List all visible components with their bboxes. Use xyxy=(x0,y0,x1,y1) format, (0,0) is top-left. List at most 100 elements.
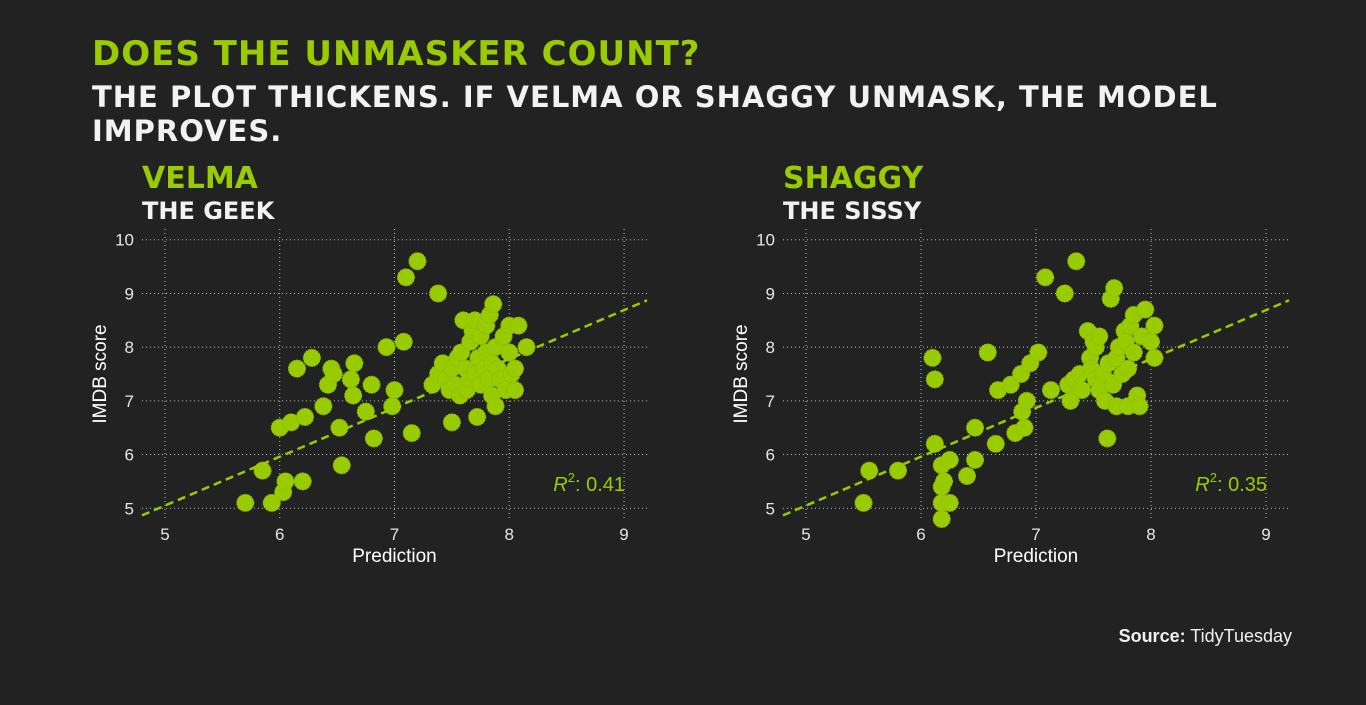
data-point xyxy=(324,365,343,383)
r-squared-label: R2: 0.41 xyxy=(553,470,625,496)
data-point xyxy=(940,493,959,512)
data-point xyxy=(509,316,528,335)
y-tick-label: 6 xyxy=(766,446,775,465)
data-point xyxy=(394,332,413,351)
r-symbol: R xyxy=(1195,474,1209,496)
data-point xyxy=(1105,279,1124,298)
x-tick-label: 8 xyxy=(505,525,514,544)
data-point xyxy=(345,354,364,373)
r-squared-value: : 0.41 xyxy=(575,474,625,496)
data-point xyxy=(1145,316,1164,335)
data-point xyxy=(356,402,375,421)
data-point xyxy=(506,359,525,378)
y-tick-label: 10 xyxy=(115,231,134,250)
data-point xyxy=(314,397,333,416)
r-exponent: 2 xyxy=(1210,470,1217,485)
trend-line xyxy=(782,299,1290,517)
x-tick-label: 9 xyxy=(619,525,628,544)
data-point xyxy=(935,472,953,491)
y-tick-label: 8 xyxy=(125,338,134,357)
data-point xyxy=(889,461,907,480)
data-point xyxy=(276,472,295,491)
facet-subtitle: THE GEEK xyxy=(142,197,276,225)
x-tick-label: 6 xyxy=(916,525,925,544)
y-tick-label: 9 xyxy=(766,284,775,303)
r-squared-label: R2: 0.35 xyxy=(1195,470,1267,496)
x-tick-label: 5 xyxy=(160,525,169,544)
data-point xyxy=(1136,300,1155,319)
data-point xyxy=(236,493,255,512)
data-point xyxy=(958,467,976,486)
data-point xyxy=(1119,359,1137,378)
data-point xyxy=(940,450,959,469)
data-point xyxy=(1036,268,1055,287)
x-tick-label: 7 xyxy=(1031,525,1040,544)
data-point xyxy=(295,407,314,426)
data-point xyxy=(1017,391,1036,410)
y-tick-label: 10 xyxy=(756,231,775,250)
data-point xyxy=(986,434,1005,453)
y-tick-label: 8 xyxy=(766,338,775,357)
data-point xyxy=(978,343,997,362)
y-axis-label: IMDB score xyxy=(90,324,111,423)
data-point xyxy=(486,397,505,416)
r-symbol: R xyxy=(553,474,567,496)
y-axis-label: IMDB score xyxy=(731,324,752,423)
r-exponent: 2 xyxy=(568,470,575,485)
data-point xyxy=(500,343,519,362)
data-point xyxy=(1098,429,1117,448)
data-point xyxy=(344,386,363,405)
facet-subtitle: THE SISSY xyxy=(783,197,922,225)
data-point xyxy=(402,424,421,443)
data-point xyxy=(302,348,321,367)
data-point xyxy=(925,434,944,453)
data-point xyxy=(1029,343,1048,362)
data-point xyxy=(262,493,281,512)
x-axis-label: Prediction xyxy=(994,546,1079,567)
data-point xyxy=(1142,332,1160,351)
data-point xyxy=(484,295,503,314)
data-point xyxy=(429,284,448,303)
data-point xyxy=(377,338,396,357)
data-point xyxy=(517,338,536,357)
data-point xyxy=(341,370,360,389)
data-point xyxy=(396,268,415,287)
data-point xyxy=(860,461,879,480)
data-point xyxy=(925,370,944,389)
facet-title: SHAGGY xyxy=(783,161,925,196)
data-point xyxy=(1041,381,1060,400)
y-tick-label: 6 xyxy=(125,446,134,465)
y-tick-label: 5 xyxy=(125,499,134,518)
data-point xyxy=(385,381,404,400)
y-tick-label: 7 xyxy=(766,392,775,411)
data-point xyxy=(287,359,306,378)
data-point xyxy=(293,472,312,491)
data-point xyxy=(468,407,487,426)
y-tick-label: 5 xyxy=(766,499,775,518)
data-point xyxy=(1055,284,1074,303)
data-point xyxy=(1130,397,1149,416)
data-point xyxy=(506,381,525,400)
data-point xyxy=(932,510,951,528)
data-point xyxy=(1067,252,1086,271)
data-point xyxy=(1015,418,1034,437)
x-axis-label: Prediction xyxy=(352,546,437,567)
data-point xyxy=(923,348,942,367)
x-tick-label: 9 xyxy=(1261,525,1270,544)
source-caption: Source: TidyTuesday xyxy=(1119,626,1292,647)
data-point xyxy=(442,413,461,432)
y-tick-label: 9 xyxy=(125,284,134,303)
data-point xyxy=(408,252,427,271)
y-tick-label: 7 xyxy=(125,392,134,411)
x-tick-label: 6 xyxy=(275,525,284,544)
data-point xyxy=(1090,327,1109,346)
x-tick-label: 8 xyxy=(1146,525,1155,544)
source-value: TidyTuesday xyxy=(1190,626,1292,646)
data-point xyxy=(362,375,381,394)
trend-line xyxy=(141,299,648,517)
chart-headline: DOES THE UNMASKER COUNT? xyxy=(92,34,701,74)
x-tick-label: 7 xyxy=(390,525,399,544)
data-point xyxy=(966,450,985,469)
data-point xyxy=(854,493,873,512)
